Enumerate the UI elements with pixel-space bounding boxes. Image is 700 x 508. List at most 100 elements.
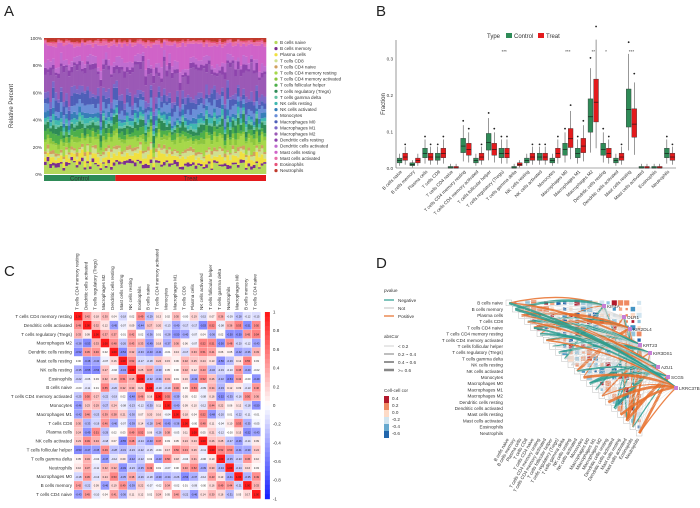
c-heat-cell	[207, 338, 217, 348]
a-bar-segment	[152, 83, 156, 112]
a-bar-segment	[192, 99, 195, 103]
a-bar-segment	[125, 162, 129, 174]
c-heat-cell	[189, 392, 199, 401]
a-bar-segment	[207, 40, 211, 43]
a-bar-segment	[250, 119, 254, 123]
a-bar-segment	[96, 71, 100, 75]
c-cell-value: 0.03	[183, 386, 189, 390]
a-bar-segment	[207, 113, 211, 118]
a-bar-segment	[139, 150, 143, 161]
a-bar-segment	[242, 88, 246, 95]
d-matrix-cell	[637, 319, 641, 324]
a-bar-segment	[144, 69, 148, 77]
c-heat-cell	[127, 356, 136, 366]
c-heat-cell	[109, 356, 119, 366]
a-bar-segment	[170, 38, 174, 42]
a-bar-segment	[258, 157, 262, 168]
a-bar-segment	[96, 112, 100, 118]
a-bar-segment	[231, 155, 235, 163]
a-bar-segment	[168, 121, 172, 124]
a-bar-segment	[118, 147, 121, 152]
c-cell-value: -0.36	[120, 493, 126, 497]
a-bar-segment	[128, 117, 132, 122]
c-cell-value: -0.04	[218, 421, 224, 425]
a-bar-segment	[176, 120, 180, 123]
a-bar-segment	[149, 126, 153, 132]
a-bar-segment	[136, 111, 140, 118]
d-matrix-cell	[636, 331, 642, 337]
c-heat-cell	[109, 409, 119, 419]
a-bar-segment	[213, 68, 217, 73]
d-edge	[619, 386, 677, 416]
a-bar-segment	[223, 79, 227, 105]
c-heat-cell	[91, 320, 101, 330]
a-bar-segment	[57, 125, 61, 128]
a-bar-segment	[70, 139, 74, 147]
a-bar-segment	[133, 61, 137, 65]
a-bar-segment	[239, 124, 243, 131]
c-cell-value: 0.17	[165, 448, 171, 452]
a-bar-segment	[128, 61, 132, 70]
a-bar-segment	[221, 47, 225, 63]
c-cell-value: -0.28	[164, 332, 170, 336]
a-bar-segment	[62, 41, 66, 44]
a-bar-segment	[160, 149, 164, 154]
c-colorbar-step	[264, 396, 270, 402]
a-bar-segment	[194, 141, 198, 153]
c-cell-value: -0.24	[236, 466, 242, 470]
c-cell-value: 0.38	[129, 475, 135, 479]
a-bar-segment	[202, 43, 206, 47]
c-heat-cell	[74, 383, 83, 392]
a-bar-segment	[205, 152, 209, 156]
c-heat-cell	[216, 347, 225, 357]
b-outlier	[569, 104, 572, 106]
a-bar-segment	[112, 99, 116, 110]
a-bar-segment	[152, 135, 156, 144]
c-cell-value: 0.52	[138, 430, 144, 434]
c-heat-cell	[145, 436, 154, 446]
a-bar-segment	[75, 167, 79, 174]
a-bar-segment	[73, 153, 77, 161]
c-cell-value: -0.08	[200, 395, 206, 399]
c-heat-cell	[163, 454, 172, 463]
a-bar-segment	[155, 125, 158, 128]
c-cell-value: 0.46	[94, 350, 100, 354]
d-row-label: T cells CD4 naive	[467, 325, 503, 330]
a-bar-segment	[57, 120, 61, 126]
c-heat-cell	[198, 463, 208, 472]
c-heat-cell	[145, 418, 154, 428]
a-bar-segment	[184, 72, 188, 77]
a-bar-segment	[236, 139, 240, 148]
c-heat-cell	[180, 365, 190, 374]
a-bar-segment	[118, 128, 121, 134]
c-cell-value: -0.17	[191, 323, 197, 327]
c-heat-cell	[243, 481, 252, 490]
c-heat-cell	[252, 454, 261, 463]
a-bar-segment	[202, 156, 206, 159]
c-heat-cell	[82, 401, 92, 410]
a-bar-segment	[205, 118, 209, 126]
a-bar-segment	[255, 59, 259, 63]
c-heat-cell	[234, 436, 243, 446]
a-bar-segment	[86, 123, 90, 126]
a-bar-segment	[141, 139, 145, 151]
a-bar-segment	[207, 132, 211, 136]
a-bar-segment	[99, 162, 103, 169]
c-heat-cell	[100, 463, 110, 472]
a-bar-segment	[147, 126, 151, 130]
c-colorbar-tick: -0.6	[273, 459, 281, 464]
a-bar-segment	[218, 94, 222, 99]
c-heat-cell	[136, 445, 145, 455]
a-bar-segment	[260, 122, 264, 129]
c-cell-value: 0.02	[192, 395, 198, 399]
c-cell-value: -0.04	[93, 457, 99, 461]
a-bar-segment	[133, 137, 137, 148]
c-cell-value: 0.31	[165, 377, 171, 381]
a-bar-segment	[131, 109, 135, 116]
a-bar-segment	[186, 130, 190, 134]
c-cell-value: -0.43	[253, 430, 259, 434]
c-heat-cell	[127, 481, 136, 490]
a-bar-segment	[115, 145, 119, 150]
a-bar-segment	[160, 153, 164, 165]
a-bar-segment	[149, 111, 153, 117]
